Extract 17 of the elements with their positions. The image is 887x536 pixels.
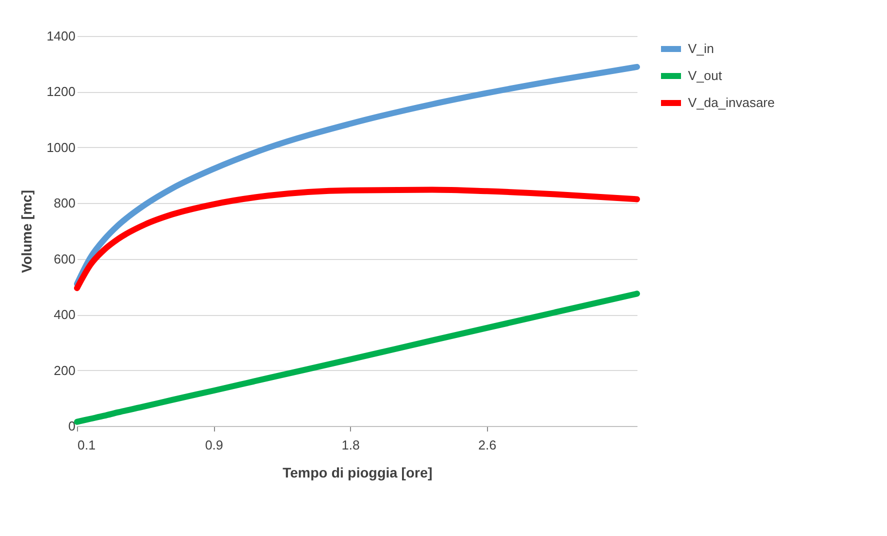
y-tick-label: 1000 <box>46 140 76 155</box>
y-tick-label: 0 <box>68 418 76 434</box>
x-axis-title: Tempo di pioggia [ore] <box>282 464 432 480</box>
y-tick-label: 1200 <box>46 84 76 100</box>
y-axis-title: Volume [mc] <box>18 190 35 273</box>
legend-label: V_in <box>688 41 714 56</box>
y-tick-label: 1400 <box>46 28 76 44</box>
y-tick-label: 400 <box>54 307 76 322</box>
x-tick-label: 2.6 <box>478 438 496 452</box>
y-tick-label: 600 <box>54 251 76 266</box>
legend-label: V_out <box>688 68 722 83</box>
y-tick-label: 800 <box>54 196 76 211</box>
x-tick-label: 1.8 <box>342 438 360 452</box>
x-tick-label: 0.9 <box>205 438 224 452</box>
legend-label: V_da_invasare <box>688 95 775 110</box>
y-tick-label: 200 <box>54 362 76 378</box>
x-tick-label: 0.1 <box>78 438 96 452</box>
